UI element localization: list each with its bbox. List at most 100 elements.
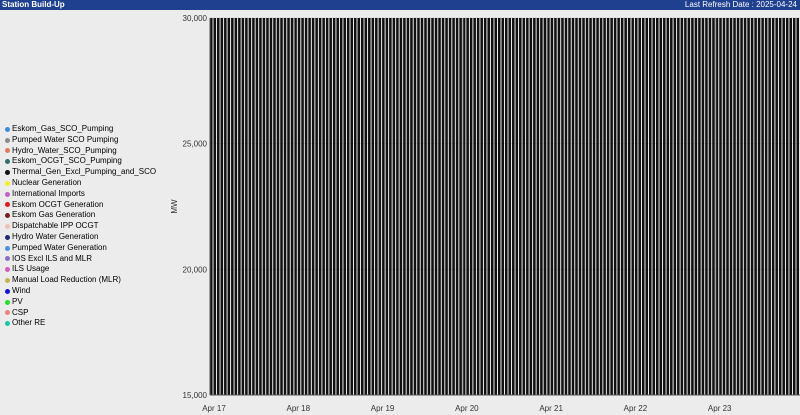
bar-segment [554,18,557,395]
legend-item[interactable]: Eskom_OCGT_SCO_Pumping [5,156,175,167]
bar-segment [322,18,325,395]
bar-segment [789,18,792,395]
bar-segment [778,18,782,395]
legend-label: Manual Load Reduction (MLR) [12,275,121,285]
bar-segment [448,18,452,395]
bar-segment [371,18,375,395]
bar-segment [385,18,389,395]
bar-segment [403,18,406,395]
bar-segment [652,18,656,395]
bar-segment [501,18,505,395]
bar-segment [627,18,631,395]
legend-item[interactable]: Wind [5,286,175,297]
bar-segment [262,18,266,395]
y-tick-label: 30,000 [183,14,208,23]
bar-segment [238,18,241,395]
bar-segment [764,18,768,395]
legend-item[interactable]: Thermal_Gen_Excl_Pumping_and_SCO [5,167,175,178]
legend-label: International Imports [12,188,85,198]
legend-item[interactable]: Eskom_Gas_SCO_Pumping [5,124,175,135]
legend-marker-icon [5,234,10,240]
legend-item[interactable]: Manual Load Reduction (MLR) [5,275,175,286]
legend-item[interactable]: IOS Excl ILS and MLR [5,254,175,265]
legend-item[interactable]: Pumped Water Generation [5,243,175,254]
bar-segment [220,18,224,395]
legend-marker-icon [5,288,10,294]
bar-segment [213,18,217,395]
x-tick-label: Apr 19 [371,404,395,413]
y-axis-title: MW [170,199,179,214]
bar-segment [782,18,785,395]
bar-segment [469,18,473,395]
bar-segment [638,18,641,395]
legend-marker-icon [5,148,10,154]
bar-segment [287,18,290,395]
bar-segment [666,18,670,395]
legend-marker-icon [5,159,10,165]
bar-segment [736,18,740,395]
legend-item[interactable]: CSP [5,308,175,319]
legend-item[interactable]: International Imports [5,189,175,200]
legend-marker-icon [5,180,10,186]
legend-item[interactable]: PV [5,297,175,308]
bar-segment [708,18,712,395]
bar-segment [332,18,336,395]
bar-segment [276,18,280,395]
bar-segment [785,18,789,395]
legend-marker-icon [5,299,10,305]
legend-item[interactable]: Hydro Water Generation [5,232,175,243]
bar-segment [382,18,385,395]
bar-segment [410,18,413,395]
legend-marker-icon [5,321,10,327]
bar-segment [420,18,424,395]
bar-segment [533,18,536,395]
bar-segment [396,18,399,395]
bar-segment [375,18,378,395]
bar-segment [339,18,343,395]
legend-label: IOS Excl ILS and MLR [12,253,93,263]
bar-segment [466,18,469,395]
bar-segment [561,18,564,395]
bar-segment [290,18,294,395]
legend-item[interactable]: Pumped Water SCO Pumping [5,135,175,146]
legend-item[interactable]: Hydro_Water_SCO_Pumping [5,146,175,157]
bar-segment [315,18,318,395]
x-tick-label: Apr 20 [455,404,479,413]
bar-segment [245,18,248,395]
legend-label: Eskom Gas Generation [12,210,96,220]
bar-segment [417,18,420,395]
legend-item[interactable]: ILS Usage [5,264,175,275]
x-tick-label: Apr 18 [286,404,310,413]
bar-segment [266,18,269,395]
bar-segment [343,18,346,395]
legend-label: Wind [12,285,31,295]
bar-segment [578,18,582,395]
bar-segment [641,18,645,395]
bar-segment [473,18,476,395]
bar-segment [361,18,364,395]
bar-segment [557,18,561,395]
legend-item[interactable]: Nuclear Generation [5,178,175,189]
last-refresh-date: Last Refresh Date : 2025-04-24 [684,0,797,9]
bar-segment [283,18,287,395]
bar-segment [294,18,297,395]
bar-segment [452,18,455,395]
y-tick-label: 25,000 [183,140,208,149]
legend-label: Hydro Water Generation [12,231,99,241]
bar-segment [761,18,764,395]
bar-segment [740,18,743,395]
legend-label: Dispatchable IPP OCGT [12,221,99,231]
legend-marker-icon [5,310,10,316]
legend-item[interactable]: Other RE [5,318,175,329]
bar-segment [273,18,276,395]
bar-segment [733,18,736,395]
bar-segment [364,18,368,395]
legend-item[interactable]: Eskom Gas Generation [5,210,175,221]
legend-label: Eskom OCGT Generation [12,199,104,209]
legend-item[interactable]: Dispatchable IPP OCGT [5,221,175,232]
bar-segment [564,18,568,395]
bar-segment [483,18,487,395]
legend-item[interactable]: Eskom OCGT Generation [5,200,175,211]
title-bar: Station Build-Up Last Refresh Date : 202… [0,0,800,10]
bar-segment [673,18,677,395]
